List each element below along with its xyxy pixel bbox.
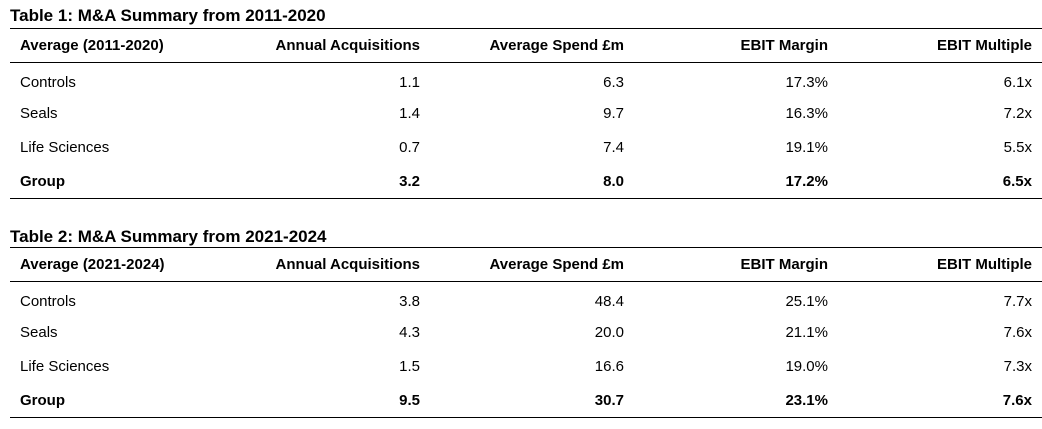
column-header-period: Average (2021-2024): [10, 247, 197, 282]
table-row: Life Sciences 1.5 16.6 19.0% 7.3x: [10, 350, 1042, 384]
table-2-header-row: Average (2021-2024) Annual Acquisitions …: [10, 247, 1042, 282]
cell-ebit-margin: 19.0%: [785, 358, 828, 375]
cell-average-spend: 20.0: [594, 324, 624, 341]
row-label: Group: [10, 164, 197, 199]
cell-average-spend: 48.4: [594, 293, 624, 311]
cell-ebit-multiple: 7.2x: [1003, 105, 1032, 122]
cell-ebit-margin: 25.1%: [785, 293, 828, 311]
row-label: Controls: [20, 293, 76, 311]
table-2-title: Table 2: M&A Summary from 2021-2024: [10, 227, 327, 246]
table-row: Life Sciences 0.7 7.4 19.1% 5.5x: [10, 131, 1042, 165]
table-row: Seals 1.4 9.7 16.3% 7.2x: [10, 97, 1042, 131]
cell-annual-acquisitions: 4.3: [399, 324, 420, 341]
cell-annual-acquisitions: 1.5: [399, 358, 420, 375]
row-label: Life Sciences: [20, 139, 110, 156]
cell-ebit-margin: 23.1%: [636, 383, 840, 418]
column-header-ebit-multiple: EBIT Multiple: [840, 28, 1042, 63]
cell-average-spend: 7.4: [603, 139, 624, 156]
row-label: Group: [10, 383, 197, 418]
table-1-title: Table 1: M&A Summary from 2011-2020: [10, 6, 326, 25]
cell-ebit-multiple: 7.7x: [1003, 293, 1032, 311]
column-header-annual-acquisitions: Annual Acquisitions: [197, 247, 432, 282]
column-header-average-spend: Average Spend £m: [432, 28, 636, 63]
cell-ebit-multiple: 7.6x: [840, 383, 1042, 418]
cell-average-spend: 16.6: [594, 358, 624, 375]
cell-annual-acquisitions: 3.2: [197, 164, 432, 199]
table-row: Controls 3.8 48.4 25.1% 7.7x: [10, 282, 1042, 316]
column-header-average-spend: Average Spend £m: [432, 247, 636, 282]
cell-average-spend: 9.7: [603, 105, 624, 122]
cell-annual-acquisitions: 0.7: [399, 139, 420, 156]
cell-annual-acquisitions: 1.4: [399, 105, 420, 122]
cell-ebit-multiple: 7.6x: [1003, 324, 1032, 341]
cell-average-spend: 30.7: [432, 383, 636, 418]
table-row: Controls 1.1 6.3 17.3% 6.1x: [10, 63, 1042, 97]
cell-ebit-multiple: 5.5x: [1003, 139, 1032, 156]
cell-ebit-margin: 16.3%: [785, 105, 828, 122]
column-header-period: Average (2011-2020): [10, 28, 197, 63]
cell-ebit-margin: 19.1%: [785, 139, 828, 156]
column-header-ebit-multiple: EBIT Multiple: [840, 247, 1042, 282]
table-row: Seals 4.3 20.0 21.1% 7.6x: [10, 316, 1042, 350]
table-1: Average (2011-2020) Annual Acquisitions …: [10, 28, 1042, 199]
row-label: Seals: [20, 324, 58, 341]
cell-ebit-multiple: 6.5x: [840, 164, 1042, 199]
row-label: Seals: [20, 105, 58, 122]
table-2: Average (2021-2024) Annual Acquisitions …: [10, 247, 1042, 418]
column-header-annual-acquisitions: Annual Acquisitions: [197, 28, 432, 63]
cell-average-spend: 8.0: [432, 164, 636, 199]
table-row-total: Group 3.2 8.0 17.2% 6.5x: [10, 164, 1042, 199]
row-label: Life Sciences: [20, 358, 110, 375]
cell-ebit-margin: 17.3%: [785, 74, 828, 92]
row-label: Controls: [20, 74, 76, 92]
cell-ebit-margin: 21.1%: [785, 324, 828, 341]
table-row-total: Group 9.5 30.7 23.1% 7.6x: [10, 383, 1042, 418]
cell-annual-acquisitions: 3.8: [399, 293, 420, 311]
cell-annual-acquisitions: 1.1: [399, 74, 420, 92]
cell-ebit-multiple: 7.3x: [1003, 358, 1032, 375]
table-1-header-row: Average (2011-2020) Annual Acquisitions …: [10, 28, 1042, 63]
cell-average-spend: 6.3: [603, 74, 624, 92]
cell-ebit-margin: 17.2%: [636, 164, 840, 199]
column-header-ebit-margin: EBIT Margin: [636, 247, 840, 282]
cell-ebit-multiple: 6.1x: [1003, 74, 1032, 92]
column-header-ebit-margin: EBIT Margin: [636, 28, 840, 63]
cell-annual-acquisitions: 9.5: [197, 383, 432, 418]
